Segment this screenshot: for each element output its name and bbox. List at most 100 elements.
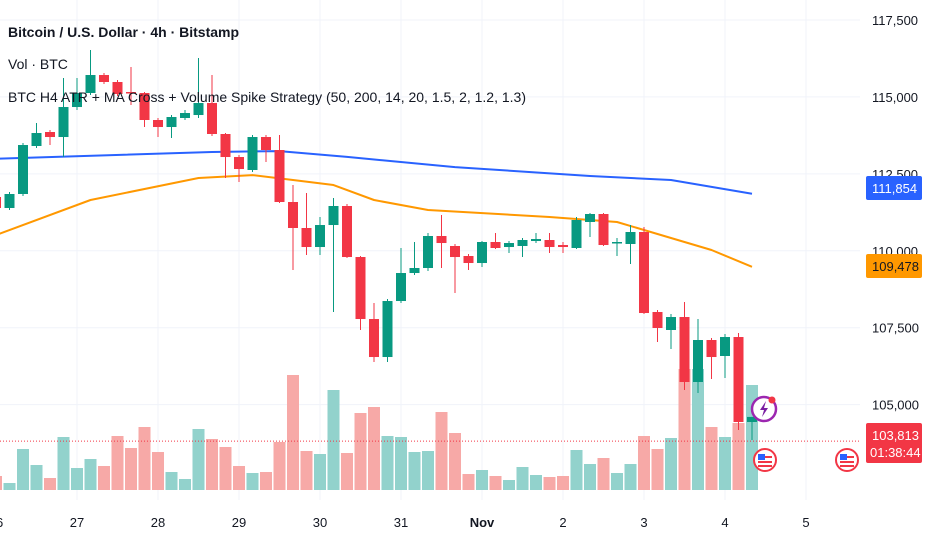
- candle-up: [166, 117, 177, 128]
- candle-down: [288, 202, 298, 228]
- y-tick-label: 115,000: [872, 90, 918, 105]
- volume-bar: [638, 436, 650, 490]
- us-flag-event-icon[interactable]: [753, 448, 777, 472]
- candle-down: [652, 312, 663, 328]
- x-tick-label: 27: [70, 515, 84, 530]
- volume-bar: [300, 451, 313, 490]
- candle-down: [153, 120, 163, 128]
- volume-bar: [611, 473, 623, 490]
- candle-up: [720, 337, 730, 356]
- y-tick-label: 117,500: [872, 13, 918, 28]
- chart-title[interactable]: Bitcoin / U.S. Dollar · 4h · Bitstamp: [8, 24, 240, 40]
- volume-bar: [624, 464, 637, 490]
- candle-down: [463, 256, 474, 264]
- candle-down: [234, 157, 244, 170]
- volume-bar: [489, 476, 502, 490]
- candle-down: [261, 137, 271, 150]
- time-axis[interactable]: 26 27 28 29 30 31 Nov 2 3 4 5: [0, 515, 810, 530]
- volume-bar: [125, 448, 137, 490]
- ma-slow-value: 111,854: [872, 181, 917, 196]
- volume-bar: [165, 472, 178, 490]
- candle-up: [504, 243, 514, 248]
- candle-up: [315, 225, 325, 248]
- candle-down: [301, 228, 312, 248]
- volume-bar: [179, 479, 191, 490]
- candle-up: [193, 103, 204, 116]
- strategy-legend[interactable]: BTC H4 ATR + MA Cross + Volume Spike Str…: [8, 89, 526, 105]
- candle-down: [598, 214, 609, 246]
- ma-fast-badge: [866, 254, 922, 278]
- volume-bar: [152, 452, 164, 490]
- candle-up: [585, 214, 595, 222]
- candle-down: [679, 317, 690, 382]
- volume-bar: [111, 436, 124, 490]
- x-tick-label: 30: [313, 515, 327, 530]
- volume-bar: [44, 478, 56, 490]
- volume-bar: [678, 369, 691, 490]
- candle-up: [58, 107, 69, 138]
- candle-down: [706, 340, 717, 358]
- volume-bar: [341, 453, 353, 490]
- candle-down: [220, 134, 231, 158]
- volume-bar: [71, 468, 83, 490]
- volume-bar: [381, 436, 394, 490]
- volume-bar: [516, 467, 529, 490]
- us-flag-event-icon[interactable]: [835, 448, 859, 472]
- volume-bar: [0, 476, 2, 490]
- last-price-value: 103,813: [872, 428, 919, 443]
- candle-up: [477, 242, 487, 264]
- candle-down: [436, 236, 447, 244]
- candle-down: [112, 82, 123, 94]
- volume-bar: [705, 427, 718, 490]
- y-tick-label: 107,500: [872, 321, 919, 336]
- volume-bar: [233, 466, 245, 490]
- ma-slow-line: [0, 150, 753, 195]
- x-tick-label: Nov: [470, 515, 495, 530]
- candles: [0, 50, 757, 440]
- volume-bar: [287, 375, 299, 490]
- event-markers[interactable]: [750, 395, 859, 472]
- candle-up: [693, 340, 703, 382]
- candle-up: [72, 93, 82, 108]
- x-tick-label: 4: [721, 515, 728, 530]
- candle-down: [369, 319, 379, 358]
- y-tick-label: 105,000: [872, 398, 919, 413]
- candle-up: [666, 317, 676, 330]
- candle-up: [328, 206, 339, 226]
- volume-bar: [408, 452, 421, 490]
- x-tick-label: 28: [151, 515, 165, 530]
- candle-down: [544, 240, 555, 248]
- x-tick-label: 5: [802, 515, 809, 530]
- candle-up: [247, 137, 258, 170]
- candle-up: [4, 194, 15, 208]
- volume-bar: [219, 447, 232, 490]
- volume-bar: [192, 429, 205, 490]
- volume-bar: [327, 390, 340, 490]
- candle-down: [126, 92, 136, 94]
- volume-legend[interactable]: Vol · BTC: [8, 56, 68, 72]
- candle-up: [31, 133, 42, 146]
- lightning-event-icon[interactable]: [750, 395, 778, 423]
- candle-up: [396, 273, 406, 302]
- volume-bar: [246, 473, 259, 490]
- candle-down: [99, 75, 109, 82]
- candle-down: [450, 246, 460, 258]
- candle-up: [625, 232, 636, 244]
- volume-bar: [98, 466, 110, 490]
- price-axis[interactable]: 117,500115,000112,500110,000107,500105,0…: [872, 13, 919, 413]
- volume-bar: [732, 423, 745, 490]
- volume-bar: [84, 459, 97, 490]
- volume-bar: [692, 369, 704, 490]
- x-tick-label: 2: [559, 515, 566, 530]
- x-tick-label: 3: [640, 515, 647, 530]
- candle-down: [45, 132, 55, 138]
- candle-up: [531, 239, 541, 242]
- volume-bar: [30, 465, 43, 490]
- candle-down: [639, 232, 649, 314]
- volume-bar: [354, 413, 367, 490]
- candle-down: [0, 196, 1, 208]
- volume-bar: [435, 412, 448, 490]
- candle-down: [733, 337, 744, 422]
- volume-bar: [719, 437, 731, 490]
